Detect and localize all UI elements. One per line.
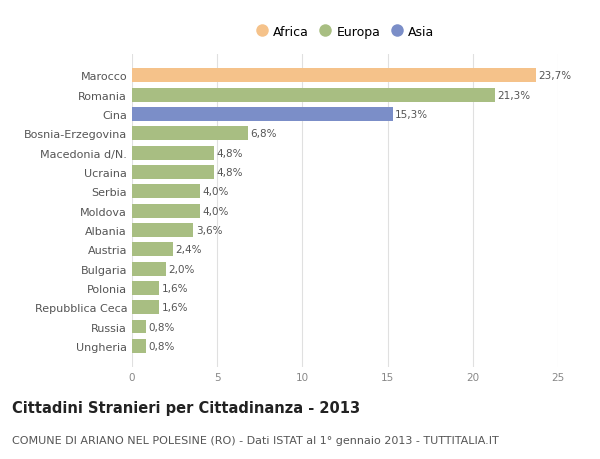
Bar [132,146,214,160]
Text: 0,8%: 0,8% [148,322,175,332]
Legend: Africa, Europa, Asia: Africa, Europa, Asia [253,24,437,42]
Bar [132,339,146,353]
Text: 1,6%: 1,6% [162,283,188,293]
Bar [132,127,248,141]
Bar [132,69,536,83]
Text: 0,8%: 0,8% [148,341,175,351]
Text: 4,8%: 4,8% [217,148,243,158]
Bar [132,204,200,218]
Bar [132,224,193,237]
Bar [132,243,173,257]
Text: 3,6%: 3,6% [196,225,223,235]
Bar [132,108,393,122]
Bar [132,185,200,199]
Text: 4,8%: 4,8% [217,168,243,178]
Text: 6,8%: 6,8% [250,129,277,139]
Bar [132,281,159,295]
Text: 1,6%: 1,6% [162,302,188,313]
Text: 15,3%: 15,3% [395,110,428,120]
Bar [132,166,214,179]
Text: 4,0%: 4,0% [203,187,229,197]
Text: 23,7%: 23,7% [538,71,572,81]
Bar [132,320,146,334]
Text: 21,3%: 21,3% [497,90,530,101]
Text: 2,4%: 2,4% [175,245,202,255]
Text: Cittadini Stranieri per Cittadinanza - 2013: Cittadini Stranieri per Cittadinanza - 2… [12,400,360,415]
Text: 2,0%: 2,0% [169,264,195,274]
Bar [132,262,166,276]
Bar [132,301,159,314]
Text: 4,0%: 4,0% [203,206,229,216]
Text: COMUNE DI ARIANO NEL POLESINE (RO) - Dati ISTAT al 1° gennaio 2013 - TUTTITALIA.: COMUNE DI ARIANO NEL POLESINE (RO) - Dat… [12,435,499,445]
Bar [132,89,495,102]
